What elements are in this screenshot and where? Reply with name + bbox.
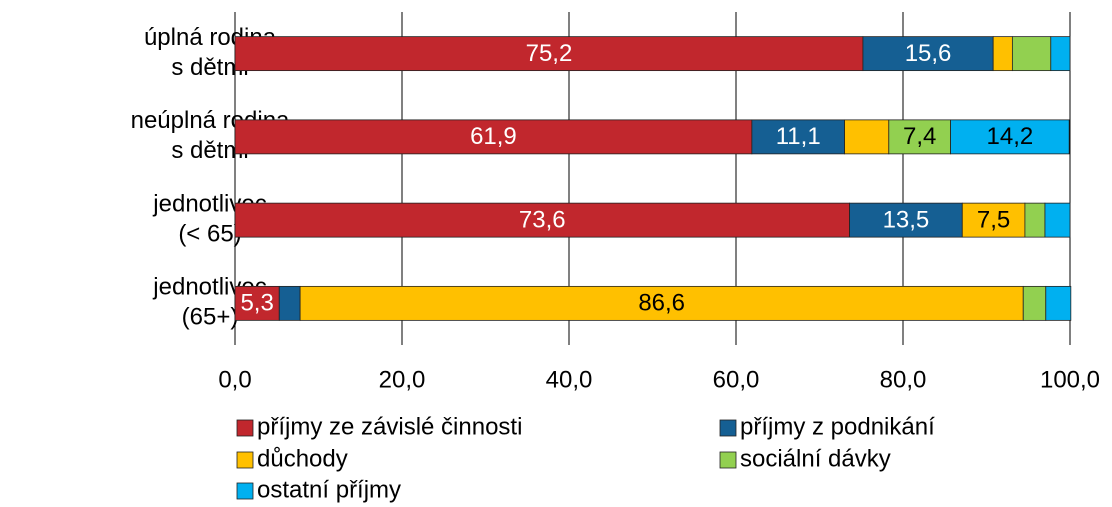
bar-segment [234, 119, 753, 155]
bar-segment [844, 119, 890, 155]
x-tick-label: 20,0 [379, 366, 426, 393]
bar-segment [1050, 36, 1071, 72]
data-label: 7,4 [903, 123, 936, 150]
bar-segment [1011, 36, 1052, 72]
bar-segment [849, 202, 963, 238]
bar-segment [234, 36, 864, 72]
data-label: 86,6 [638, 290, 685, 317]
bar-segment [299, 285, 1024, 321]
category-label: (65+) [182, 304, 239, 331]
bar-segment [1022, 285, 1047, 321]
data-label: 14,2 [987, 123, 1034, 150]
legend-label: důchody [257, 445, 348, 472]
data-label: 75,2 [526, 40, 573, 67]
bar-segment [234, 285, 280, 321]
x-tick-label: 60,0 [713, 366, 760, 393]
bar-segment [1045, 285, 1072, 321]
x-tick-label: 80,0 [880, 366, 927, 393]
x-tick-label: 40,0 [546, 366, 593, 393]
legend-swatch [719, 451, 737, 469]
category-label: (< 65) [178, 220, 241, 247]
x-tick-label: 100,0 [1040, 366, 1100, 393]
legend-swatch [236, 451, 254, 469]
bar-segment [961, 202, 1026, 238]
data-label: 61,9 [470, 123, 517, 150]
data-label: 11,1 [776, 123, 821, 150]
legend-label: sociální dávky [740, 445, 891, 472]
legend-label: ostatní příjmy [257, 476, 401, 503]
bar-segment [1044, 202, 1071, 238]
data-label: 15,6 [905, 40, 952, 67]
legend-swatch [236, 482, 254, 500]
x-tick-label: 0,0 [218, 366, 251, 393]
bar-segment [1024, 202, 1046, 238]
legend-swatch [236, 419, 254, 437]
data-label: 73,6 [519, 206, 566, 233]
data-label: 7,5 [977, 206, 1010, 233]
data-label: 5,3 [240, 290, 273, 317]
data-label: 13,5 [883, 206, 930, 233]
bar-segment [950, 119, 1070, 155]
bar-segment [862, 36, 994, 72]
bar-segment [992, 36, 1013, 72]
legend-swatch [719, 419, 737, 437]
bar-segment [751, 119, 845, 155]
bar-segment [278, 285, 301, 321]
legend-label: příjmy z podnikání [740, 413, 935, 440]
legend-label: příjmy ze závislé činnosti [257, 413, 522, 440]
